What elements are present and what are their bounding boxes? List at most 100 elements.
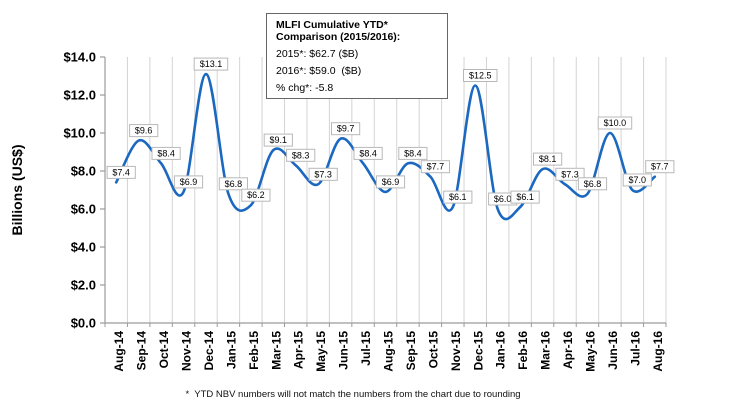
svg-text:Oct-15: Oct-15: [426, 331, 440, 369]
data-label: $7.7: [420, 160, 450, 174]
svg-text:Feb-15: Feb-15: [247, 331, 261, 370]
x-axis-label: Oct-14: [157, 331, 171, 369]
data-label: $8.4: [398, 146, 428, 160]
data-label: $7.7: [645, 160, 675, 174]
y-axis-label: $14.0: [63, 50, 96, 65]
ytd-comparison-title-line2: Comparison (2015/2016):: [276, 31, 401, 43]
svg-text:$7.0: $7.0: [629, 175, 647, 185]
y-axis-label: $12.0: [63, 88, 96, 103]
svg-text:$8.3: $8.3: [292, 150, 310, 160]
svg-text:Apr-15: Apr-15: [292, 331, 306, 369]
x-axis-label: Apr-16: [561, 331, 575, 369]
svg-text:$7.3: $7.3: [561, 169, 579, 179]
x-axis-label: Jun-16: [606, 331, 620, 370]
data-label: $6.1: [510, 190, 540, 204]
y-axis-label: $8.0: [71, 164, 96, 179]
svg-text:May-16: May-16: [584, 331, 598, 372]
svg-text:$8.4: $8.4: [157, 148, 175, 158]
x-axis-label: Jun-15: [337, 331, 351, 370]
x-axis-label: Dec-15: [471, 331, 485, 371]
svg-text:Nov-14: Nov-14: [180, 331, 194, 371]
x-axis-label: Aug-16: [651, 331, 665, 372]
data-label: $8.3: [286, 148, 316, 162]
x-axis-label: Feb-15: [247, 331, 261, 370]
svg-text:Sep-15: Sep-15: [404, 331, 418, 371]
svg-text:Aug-14: Aug-14: [112, 331, 126, 372]
svg-text:$13.1: $13.1: [200, 59, 223, 69]
data-label: $6.8: [218, 177, 249, 191]
svg-text:Jul-15: Jul-15: [359, 331, 373, 366]
x-axis-label: Mar-16: [539, 331, 553, 370]
svg-text:Jan-15: Jan-15: [224, 331, 238, 369]
svg-text:$6.9: $6.9: [180, 177, 198, 187]
svg-text:$7.3: $7.3: [314, 169, 332, 179]
data-label: $9.7: [331, 122, 361, 136]
svg-text:Mar-16: Mar-16: [539, 331, 553, 370]
svg-text:Nov-15: Nov-15: [449, 331, 463, 371]
x-axis-label: Dec-14: [202, 331, 216, 371]
y-axis-label: $10.0: [63, 126, 96, 141]
svg-text:$9.6: $9.6: [135, 126, 153, 136]
svg-text:Aug-15: Aug-15: [382, 331, 396, 372]
svg-text:$6.0: $6.0: [494, 194, 512, 204]
ytd-2016-value: 2016*: $59.0 ($B): [276, 65, 362, 77]
svg-text:Aug-16: Aug-16: [651, 331, 665, 372]
x-axis-label: Jan-15: [224, 331, 238, 369]
data-label: $8.4: [151, 146, 181, 160]
svg-text:Apr-16: Apr-16: [561, 331, 575, 369]
y-axis-label: $6.0: [71, 202, 96, 217]
x-axis-label: Oct-15: [426, 331, 440, 369]
ytd-comparison-title-line1: MLFI Cumulative YTD*: [276, 19, 388, 31]
svg-text:$6.1: $6.1: [449, 192, 467, 202]
svg-text:$6.8: $6.8: [225, 179, 243, 189]
svg-text:Mar-15: Mar-15: [269, 331, 283, 370]
chart-footnote: * YTD NBV numbers will not match the num…: [185, 389, 521, 400]
svg-text:$12.5: $12.5: [469, 71, 492, 81]
data-label: $6.9: [173, 175, 204, 189]
data-label: $7.3: [308, 167, 338, 181]
svg-text:Oct-14: Oct-14: [157, 331, 171, 369]
x-axis-label: Jul-15: [359, 331, 373, 366]
svg-text:Jun-15: Jun-15: [337, 331, 351, 370]
data-label: $9.6: [129, 124, 159, 138]
data-label: $7.3: [555, 167, 585, 181]
svg-text:$7.7: $7.7: [651, 162, 669, 172]
svg-text:$6.8: $6.8: [584, 179, 602, 189]
y-axis-label: $4.0: [71, 240, 96, 255]
x-axis-label: Aug-14: [112, 331, 126, 372]
data-label: $12.5: [463, 69, 498, 82]
svg-text:$6.1: $6.1: [516, 192, 534, 202]
svg-text:$9.7: $9.7: [337, 124, 355, 134]
svg-text:$8.4: $8.4: [404, 148, 422, 158]
x-axis-label: Apr-15: [292, 331, 306, 369]
svg-text:May-15: May-15: [314, 331, 328, 372]
svg-text:$9.1: $9.1: [270, 135, 288, 145]
svg-text:Jan-16: Jan-16: [494, 331, 508, 369]
y-axis-label: $0.0: [71, 316, 96, 331]
x-axis-label: Jul-16: [628, 331, 642, 366]
data-label: $13.1: [193, 57, 229, 71]
nbv-series-line: [114, 72, 657, 221]
data-label: $6.1: [443, 190, 473, 204]
x-axis-label: Nov-14: [180, 331, 194, 371]
x-axis-label: Mar-15: [269, 331, 283, 370]
data-label: $10.0: [597, 116, 633, 130]
svg-text:$6.2: $6.2: [247, 190, 265, 200]
svg-text:$7.7: $7.7: [427, 162, 445, 172]
svg-text:$6.9: $6.9: [382, 177, 400, 187]
ytd-percent-change: % chg*: -5.8: [276, 82, 334, 94]
data-label: $9.1: [263, 133, 293, 147]
svg-text:Sep-14: Sep-14: [135, 331, 149, 371]
svg-text:Billions (US$): Billions (US$): [9, 144, 25, 235]
x-axis-label: Nov-15: [449, 331, 463, 371]
data-label: $7.0: [622, 173, 652, 187]
x-axis-label: Aug-15: [382, 331, 396, 372]
y-axis-title: Billions (US$): [9, 144, 25, 235]
x-axis-label: Feb-16: [516, 331, 530, 370]
data-label: $8.4: [353, 146, 383, 160]
svg-text:$10.0: $10.0: [604, 118, 627, 128]
svg-text:Jul-16: Jul-16: [628, 331, 642, 366]
svg-text:Dec-15: Dec-15: [471, 331, 485, 371]
